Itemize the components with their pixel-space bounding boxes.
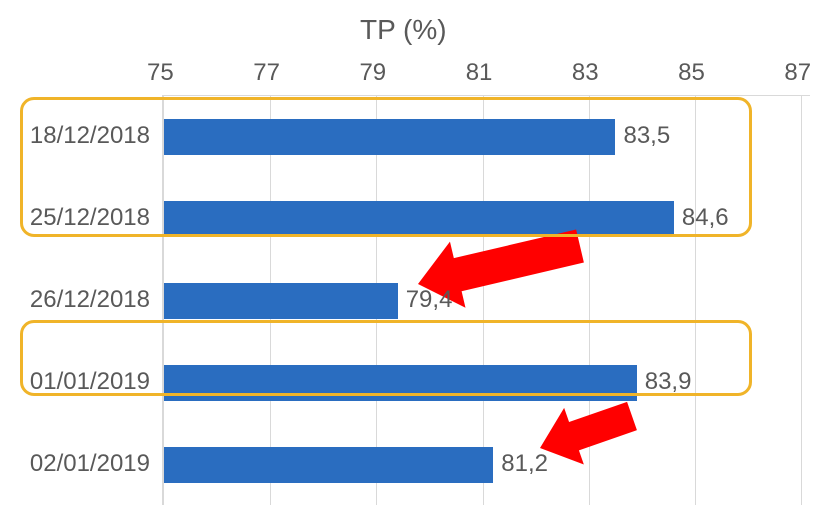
bar bbox=[164, 447, 493, 483]
plot-area bbox=[162, 95, 810, 505]
x-tick-label: 83 bbox=[572, 59, 599, 87]
x-tick-label: 87 bbox=[784, 59, 811, 87]
bar-chart: TP (%) 75 77 79 81 83 85 87 18/12/2018 83,5 25/12… bbox=[0, 0, 820, 517]
x-tick-label: 79 bbox=[359, 59, 386, 87]
category-label: 01/01/2019 bbox=[30, 368, 150, 396]
gridline bbox=[589, 96, 590, 505]
bar bbox=[164, 201, 674, 237]
gridline bbox=[695, 96, 696, 505]
bar bbox=[164, 283, 398, 319]
category-label: 18/12/2018 bbox=[30, 122, 150, 150]
bar-value-label: 84,6 bbox=[682, 204, 729, 232]
bar-value-label: 83,9 bbox=[645, 368, 692, 396]
category-label: 26/12/2018 bbox=[30, 286, 150, 314]
gridline bbox=[483, 96, 484, 505]
category-label: 02/01/2019 bbox=[30, 450, 150, 478]
gridline bbox=[801, 96, 802, 505]
bar-value-label: 81,2 bbox=[501, 450, 548, 478]
chart-title: TP (%) bbox=[360, 14, 447, 46]
bar bbox=[164, 365, 637, 401]
x-tick-label: 81 bbox=[466, 59, 493, 87]
x-tick-label: 77 bbox=[253, 59, 280, 87]
bar-value-label: 83,5 bbox=[623, 122, 670, 150]
bar bbox=[164, 119, 615, 155]
bar-value-label: 79,4 bbox=[406, 286, 453, 314]
x-tick-label: 85 bbox=[678, 59, 705, 87]
category-label: 25/12/2018 bbox=[30, 204, 150, 232]
x-tick-label: 75 bbox=[147, 59, 174, 87]
